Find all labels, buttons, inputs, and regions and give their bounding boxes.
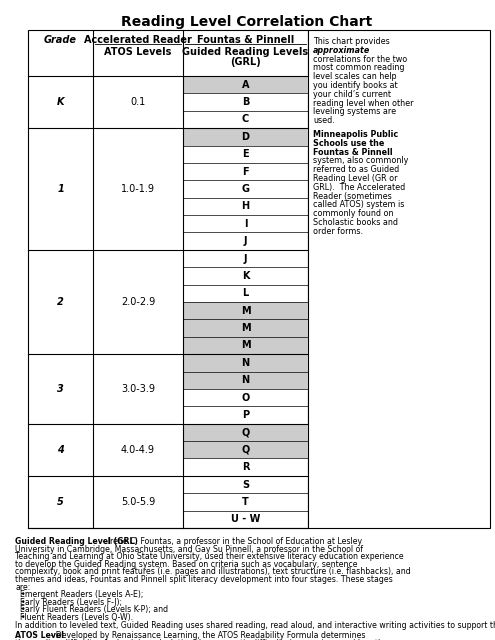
Text: themes and ideas, Fountas and Pinnell split literacy development into four stage: themes and ideas, Fountas and Pinnell sp… bbox=[15, 575, 393, 584]
Text: 5: 5 bbox=[57, 497, 64, 507]
Text: Teaching and Learning at Ohio State University, used their extensive literacy ed: Teaching and Learning at Ohio State Univ… bbox=[15, 552, 403, 561]
Text: Early Readers (Levels F-J);: Early Readers (Levels F-J); bbox=[20, 598, 122, 607]
Text: leveling systems are: leveling systems are bbox=[313, 108, 396, 116]
Text: Fountas & Pinnell: Fountas & Pinnell bbox=[313, 148, 393, 157]
Bar bbox=[28, 30, 308, 528]
Bar bbox=[308, 30, 490, 528]
Text: 4.0-4.9: 4.0-4.9 bbox=[121, 445, 155, 455]
Text: E: E bbox=[242, 149, 249, 159]
Text: you identify books at: you identify books at bbox=[313, 81, 397, 90]
Text: J: J bbox=[244, 253, 247, 264]
Bar bbox=[183, 128, 308, 145]
Text: 2: 2 bbox=[57, 297, 64, 307]
Text: - Developed by Renaissance Learning, the ATOS Readability Formula determines: - Developed by Renaissance Learning, the… bbox=[48, 631, 365, 640]
Text: M: M bbox=[241, 323, 250, 333]
Text: correlations for the two: correlations for the two bbox=[313, 54, 407, 63]
Text: Reader (sometimes: Reader (sometimes bbox=[313, 191, 392, 200]
Text: •: • bbox=[21, 590, 26, 599]
Text: most common reading: most common reading bbox=[313, 63, 404, 72]
Text: L: L bbox=[243, 288, 248, 298]
Text: commonly found on: commonly found on bbox=[313, 209, 394, 218]
Text: This chart provides: This chart provides bbox=[313, 37, 390, 46]
Text: O: O bbox=[242, 392, 249, 403]
Text: approximate: approximate bbox=[313, 46, 370, 55]
Text: 2.0-2.9: 2.0-2.9 bbox=[121, 297, 155, 307]
Text: your child’s current: your child’s current bbox=[313, 90, 391, 99]
Text: U - W: U - W bbox=[231, 515, 260, 524]
Text: I: I bbox=[244, 219, 247, 228]
Text: order forms.: order forms. bbox=[313, 227, 363, 236]
Text: Schools use the: Schools use the bbox=[313, 139, 385, 148]
Text: Accelerated Reader: Accelerated Reader bbox=[84, 35, 192, 45]
Text: used.: used. bbox=[313, 116, 335, 125]
Text: University in Cambridge, Massachusetts, and Gay Su Pinnell, a professor in the S: University in Cambridge, Massachusetts, … bbox=[15, 545, 363, 554]
Text: K: K bbox=[242, 271, 249, 281]
Text: to develop the Guided Reading system. Based on criteria such as vocabulary, sent: to develop the Guided Reading system. Ba… bbox=[15, 560, 357, 569]
Text: system, also commonly: system, also commonly bbox=[313, 156, 408, 165]
Text: Scholastic books and: Scholastic books and bbox=[313, 218, 398, 227]
Text: Q: Q bbox=[242, 428, 249, 437]
Text: 5.0-5.9: 5.0-5.9 bbox=[121, 497, 155, 507]
Text: 3: 3 bbox=[57, 384, 64, 394]
Text: •: • bbox=[21, 613, 26, 622]
Text: •: • bbox=[21, 598, 26, 607]
Text: P: P bbox=[242, 410, 249, 420]
Text: F: F bbox=[242, 166, 249, 177]
Bar bbox=[183, 76, 308, 93]
Text: N: N bbox=[242, 358, 249, 368]
Text: Early Fluent Readers (Levels K-P); and: Early Fluent Readers (Levels K-P); and bbox=[20, 605, 168, 614]
Text: B: B bbox=[242, 97, 249, 107]
Text: ATOS Level: ATOS Level bbox=[15, 631, 64, 640]
Text: are:: are: bbox=[15, 582, 30, 591]
Text: K: K bbox=[57, 97, 64, 107]
Text: C: C bbox=[242, 115, 249, 124]
Text: 1.0-1.9: 1.0-1.9 bbox=[121, 184, 155, 194]
Text: Grade: Grade bbox=[44, 35, 77, 45]
Text: Fluent Readers (Levels Q-W).: Fluent Readers (Levels Q-W). bbox=[20, 613, 133, 622]
Text: Reading Level (GR or: Reading Level (GR or bbox=[313, 174, 397, 183]
Text: called ATOS) system is: called ATOS) system is bbox=[313, 200, 404, 209]
Text: J: J bbox=[244, 236, 247, 246]
Text: complexity, book and print features (i.e. pages and illustrations), text structu: complexity, book and print features (i.e… bbox=[15, 568, 411, 577]
Text: 1: 1 bbox=[57, 184, 64, 194]
Text: - Irene C. Fountas, a professor in the School of Education at Lesley: - Irene C. Fountas, a professor in the S… bbox=[99, 537, 362, 546]
Text: the reading difficulty of a book by calculating the: semantic difficulty (measur: the reading difficulty of a book by calc… bbox=[15, 639, 386, 640]
Bar bbox=[183, 372, 308, 389]
Text: Fountas & Pinnell: Fountas & Pinnell bbox=[197, 35, 294, 45]
Text: (GRL): (GRL) bbox=[230, 57, 261, 67]
Text: Q: Q bbox=[242, 445, 249, 455]
Text: GRL).  The Accelerated: GRL). The Accelerated bbox=[313, 183, 405, 192]
Text: G: G bbox=[242, 184, 249, 194]
Text: referred to as Guided: referred to as Guided bbox=[313, 165, 399, 174]
Text: T: T bbox=[242, 497, 249, 507]
Text: M: M bbox=[241, 306, 250, 316]
Text: H: H bbox=[242, 202, 249, 211]
Text: Guided Reading Level (GRL): Guided Reading Level (GRL) bbox=[15, 537, 138, 546]
Bar bbox=[183, 337, 308, 354]
Text: R: R bbox=[242, 462, 249, 472]
Text: N: N bbox=[242, 375, 249, 385]
Text: •: • bbox=[21, 605, 26, 614]
Text: Emergent Readers (Levels A-E);: Emergent Readers (Levels A-E); bbox=[20, 590, 144, 599]
Text: In addition to leveled text, Guided Reading uses shared reading, read aloud, and: In addition to leveled text, Guided Read… bbox=[15, 621, 495, 630]
Text: reading level when other: reading level when other bbox=[313, 99, 413, 108]
Text: ATOS Levels: ATOS Levels bbox=[104, 47, 172, 57]
Text: Guided Reading Level (GRL): Guided Reading Level (GRL) bbox=[15, 537, 138, 546]
Bar bbox=[183, 354, 308, 372]
Text: S: S bbox=[242, 479, 249, 490]
Text: Reading Level Correlation Chart: Reading Level Correlation Chart bbox=[121, 15, 373, 29]
Text: A: A bbox=[242, 80, 249, 90]
Text: D: D bbox=[242, 132, 249, 142]
Bar bbox=[183, 441, 308, 458]
Bar bbox=[183, 424, 308, 441]
Text: M: M bbox=[241, 340, 250, 351]
Text: 3.0-3.9: 3.0-3.9 bbox=[121, 384, 155, 394]
Text: Guided Reading Levels: Guided Reading Levels bbox=[183, 47, 308, 57]
Bar bbox=[183, 302, 308, 319]
Text: level scales can help: level scales can help bbox=[313, 72, 396, 81]
Text: 0.1: 0.1 bbox=[130, 97, 146, 107]
Bar bbox=[183, 319, 308, 337]
Text: 4: 4 bbox=[57, 445, 64, 455]
Text: Minneapolis Public: Minneapolis Public bbox=[313, 130, 398, 139]
